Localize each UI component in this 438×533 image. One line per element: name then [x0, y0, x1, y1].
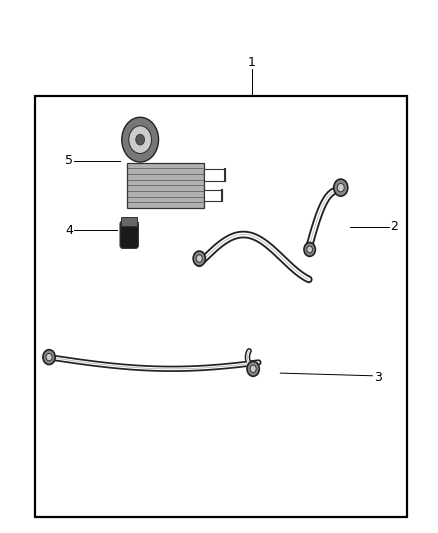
Text: 3: 3 [374, 371, 381, 384]
Circle shape [193, 251, 205, 266]
Text: 1: 1 [248, 56, 256, 69]
Circle shape [46, 353, 52, 361]
FancyBboxPatch shape [120, 221, 138, 248]
Circle shape [43, 350, 55, 365]
Bar [121, 217, 137, 225]
Bar [35, 96, 407, 517]
Bar [204, 190, 222, 201]
Circle shape [337, 183, 344, 192]
Circle shape [334, 179, 348, 196]
Bar [127, 163, 204, 208]
Text: 4: 4 [65, 224, 73, 237]
Circle shape [307, 246, 312, 253]
Circle shape [247, 361, 259, 376]
Circle shape [304, 243, 315, 256]
Circle shape [196, 255, 202, 262]
Circle shape [122, 117, 159, 162]
Circle shape [129, 126, 152, 154]
Text: 5: 5 [65, 155, 73, 167]
Text: 2: 2 [390, 220, 398, 233]
Circle shape [136, 134, 145, 145]
Bar [204, 169, 225, 181]
Circle shape [250, 365, 256, 373]
